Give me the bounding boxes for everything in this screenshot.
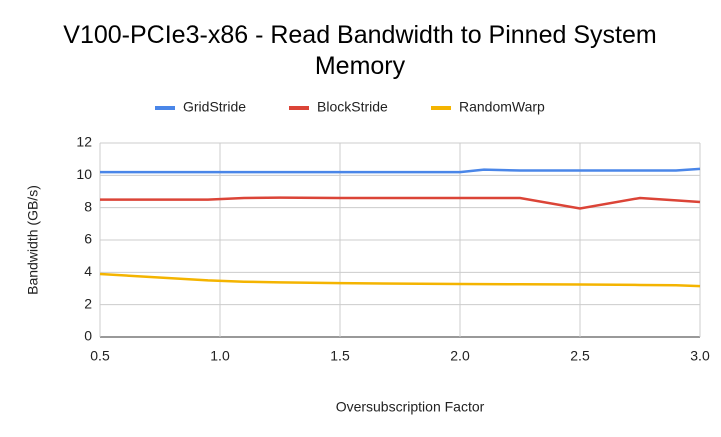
x-tick-label: 2.0 [450,348,470,364]
y-tick-label: 6 [84,231,92,247]
y-tick-label: 8 [84,198,92,214]
y-tick-label: 4 [84,263,92,279]
series-line [99,272,701,288]
x-tick-label: 0.5 [90,348,110,364]
x-tick-label: 3.0 [690,348,710,364]
chart-title: V100-PCIe3-x86 - Read Bandwidth to Pinne… [63,21,657,80]
y-tick-label: 12 [76,134,92,150]
x-tick-label: 2.5 [570,348,590,364]
y-tick-label: 2 [84,295,92,311]
legend-label: GridStride [183,99,246,115]
x-axis-label: Oversubscription Factor [336,399,485,415]
legend-label: BlockStride [317,99,388,115]
x-tick-label: 1.0 [210,348,230,364]
series-line [100,196,701,210]
y-axis-label: Bandwidth (GB/s) [25,185,41,295]
y-tick-label: 0 [84,328,92,344]
legend-label: RandomWarp [459,99,545,115]
x-tick-label: 1.5 [330,348,350,364]
y-tick-label: 10 [76,166,92,182]
series-line [100,167,701,174]
